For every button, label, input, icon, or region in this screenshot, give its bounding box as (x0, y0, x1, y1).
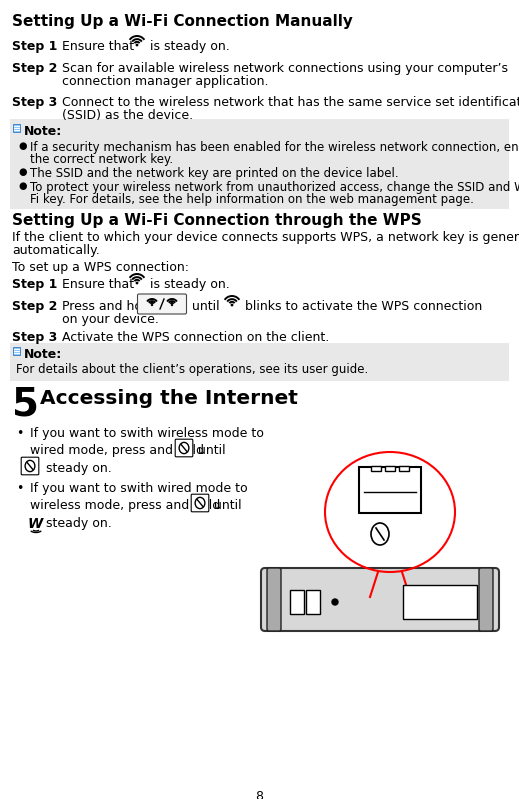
Text: until: until (192, 300, 220, 313)
FancyBboxPatch shape (399, 466, 409, 471)
Text: Scan for available wireless network connections using your computer’s: Scan for available wireless network conn… (62, 62, 508, 75)
Text: steady on.: steady on. (46, 517, 112, 530)
Circle shape (152, 304, 153, 305)
FancyBboxPatch shape (10, 343, 509, 381)
Text: If you want to swith wired mode to: If you want to swith wired mode to (30, 482, 248, 495)
Text: on your device.: on your device. (62, 313, 159, 326)
Text: is steady on.: is steady on. (150, 40, 230, 53)
Text: Note:: Note: (24, 125, 62, 138)
Text: until: until (198, 444, 226, 457)
FancyBboxPatch shape (359, 467, 421, 513)
Text: Activate the WPS connection on the client.: Activate the WPS connection on the clien… (62, 331, 329, 344)
Text: Ensure that: Ensure that (62, 40, 134, 53)
FancyBboxPatch shape (138, 294, 186, 314)
FancyBboxPatch shape (10, 119, 509, 209)
FancyBboxPatch shape (479, 568, 493, 631)
FancyBboxPatch shape (12, 124, 20, 133)
Text: the correct network key.: the correct network key. (30, 153, 173, 166)
Text: Connect to the wireless network that has the same service set identification: Connect to the wireless network that has… (62, 96, 519, 109)
Text: blinks to activate the WPS connection: blinks to activate the WPS connection (245, 300, 482, 313)
Text: To protect your wireless network from unauthorized access, change the SSID and W: To protect your wireless network from un… (30, 181, 519, 194)
Text: ●: ● (18, 141, 26, 151)
Text: ●: ● (18, 167, 26, 177)
Text: Ensure that: Ensure that (62, 278, 134, 291)
Text: ●: ● (18, 181, 26, 191)
Text: (SSID) as the device.: (SSID) as the device. (62, 109, 193, 122)
Text: Setting Up a Wi-Fi Connection through the WPS: Setting Up a Wi-Fi Connection through th… (12, 213, 422, 228)
Circle shape (136, 282, 138, 284)
Text: If you want to swith wireless mode to: If you want to swith wireless mode to (30, 427, 264, 440)
Text: Accessing the Internet: Accessing the Internet (40, 389, 298, 408)
Text: Note:: Note: (24, 348, 62, 361)
Text: Step 2: Step 2 (12, 62, 58, 75)
Text: Fi key. For details, see the help information on the web management page.: Fi key. For details, see the help inform… (30, 193, 474, 206)
FancyBboxPatch shape (175, 439, 193, 457)
Text: Press and hold: Press and hold (62, 300, 154, 313)
Text: Step 2: Step 2 (12, 300, 58, 313)
FancyBboxPatch shape (290, 590, 304, 614)
Text: The SSID and the network key are printed on the device label.: The SSID and the network key are printed… (30, 167, 399, 180)
Text: Step 3: Step 3 (12, 331, 57, 344)
Circle shape (231, 304, 233, 306)
Text: 8: 8 (255, 790, 264, 799)
Text: •: • (16, 427, 23, 440)
Text: steady on.: steady on. (46, 462, 112, 475)
Text: Step 1: Step 1 (12, 278, 58, 291)
FancyBboxPatch shape (306, 590, 320, 614)
Text: wireless mode, press and hold: wireless mode, press and hold (30, 499, 220, 512)
FancyBboxPatch shape (191, 495, 209, 512)
Text: For details about the client’s operations, see its user guide.: For details about the client’s operation… (16, 363, 368, 376)
Text: If a security mechanism has been enabled for the wireless network connection, en: If a security mechanism has been enabled… (30, 141, 519, 154)
FancyBboxPatch shape (267, 568, 281, 631)
Text: wired mode, press and hold: wired mode, press and hold (30, 444, 204, 457)
FancyBboxPatch shape (385, 466, 395, 471)
FancyBboxPatch shape (371, 466, 381, 471)
Text: is steady on.: is steady on. (150, 278, 230, 291)
Text: until: until (214, 499, 242, 512)
Text: automatically.: automatically. (12, 244, 100, 257)
Text: Step 1: Step 1 (12, 40, 58, 53)
Text: To set up a WPS connection:: To set up a WPS connection: (12, 261, 189, 274)
Text: •: • (16, 482, 23, 495)
Text: 5: 5 (12, 385, 39, 423)
FancyBboxPatch shape (261, 568, 499, 631)
Text: If the client to which your device connects supports WPS, a network key is gener: If the client to which your device conne… (12, 231, 519, 244)
Circle shape (136, 44, 138, 46)
FancyBboxPatch shape (403, 585, 477, 619)
Text: W: W (28, 517, 43, 531)
Text: Setting Up a Wi-Fi Connection Manually: Setting Up a Wi-Fi Connection Manually (12, 14, 353, 29)
Text: Step 3: Step 3 (12, 96, 57, 109)
Circle shape (171, 304, 172, 305)
Text: connection manager application.: connection manager application. (62, 75, 268, 88)
FancyBboxPatch shape (12, 347, 20, 356)
Circle shape (332, 599, 338, 605)
FancyBboxPatch shape (21, 457, 39, 475)
